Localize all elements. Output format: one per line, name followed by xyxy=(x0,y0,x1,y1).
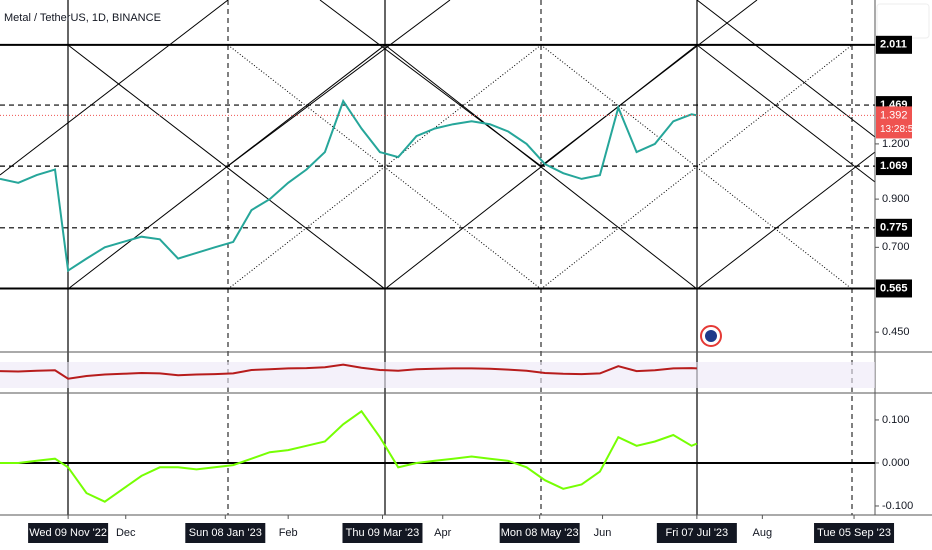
x-tick-label: Dec xyxy=(116,527,136,539)
level-label: 0.565 xyxy=(880,282,908,294)
rsi-band xyxy=(0,362,875,388)
y-tick-label: 0.700 xyxy=(882,241,910,253)
y-tick-label: 1.200 xyxy=(882,138,910,150)
x-tick-label: Tue 05 Sep '23 xyxy=(817,527,891,539)
x-tick-label: Thu 09 Mar '23 xyxy=(346,527,420,539)
x-tick-label-bg xyxy=(499,523,580,543)
level-label: 0.775 xyxy=(880,222,908,234)
x-tick-label: Feb xyxy=(279,527,298,539)
x-tick-label: Aug xyxy=(753,527,773,539)
y-tick-label: 0.100 xyxy=(882,414,910,426)
axis-button[interactable] xyxy=(876,3,930,39)
last-price-label: 1.392 xyxy=(880,109,908,121)
level-label-bg xyxy=(876,35,912,54)
series-line xyxy=(0,98,698,273)
level-label: 1.069 xyxy=(880,160,908,172)
x-tick-label-bg xyxy=(342,523,423,543)
y-tick-label: 0.900 xyxy=(882,193,910,205)
x-tick-label-bg xyxy=(185,523,266,543)
x-tick-label: Sun 08 Jan '23 xyxy=(189,527,262,539)
x-tick-label: Fri 07 Jul '23 xyxy=(666,527,729,539)
x-tick-label-bg xyxy=(814,523,895,543)
x-tick-label: Apr xyxy=(434,527,451,539)
series-line xyxy=(0,363,697,380)
series-line xyxy=(0,409,698,503)
chart-title: Metal / TetherUS, 1D, BINANCE xyxy=(4,12,161,24)
level-label-bg xyxy=(876,218,912,237)
x-tick-label: Jun xyxy=(594,527,612,539)
gann-box xyxy=(0,0,876,515)
x-tick-label: Mon 08 May '23 xyxy=(501,527,579,539)
last-price-bg xyxy=(876,106,912,139)
x-tick-label-bg xyxy=(656,523,737,543)
countdown: 13:28:54 xyxy=(880,124,919,135)
event-flag xyxy=(705,330,717,342)
y-tick-label: 0.000 xyxy=(882,457,910,469)
x-tick-label-bg xyxy=(28,523,109,543)
level-label-bg xyxy=(876,157,912,176)
level-label-bg xyxy=(876,279,912,298)
y-tick-label: -0.100 xyxy=(882,500,913,512)
level-label: 2.011 xyxy=(880,39,907,51)
x-tick-label: Wed 09 Nov '22 xyxy=(29,527,107,539)
y-tick-label: 0.450 xyxy=(882,326,910,338)
